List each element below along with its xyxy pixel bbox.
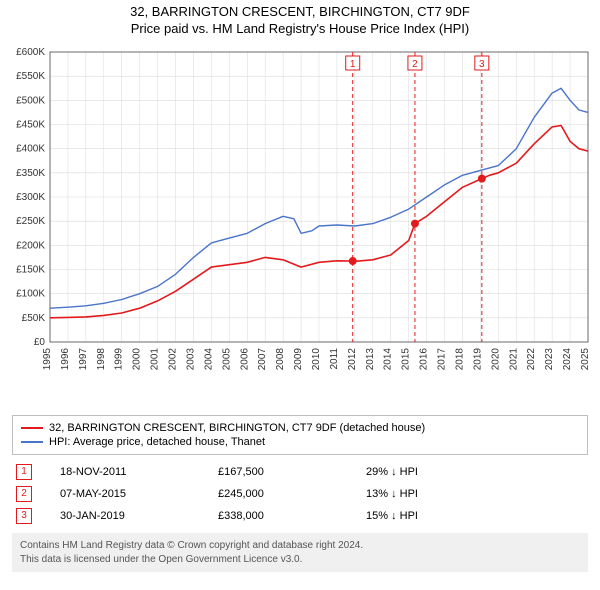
- svg-text:1995: 1995: [42, 348, 53, 371]
- event-price: £167,500: [214, 461, 362, 483]
- svg-text:2011: 2011: [329, 348, 340, 370]
- svg-text:£450K: £450K: [16, 120, 45, 131]
- svg-text:£0: £0: [34, 337, 46, 348]
- legend-swatch: [21, 427, 43, 429]
- svg-text:3: 3: [479, 59, 485, 70]
- svg-text:£150K: £150K: [16, 265, 45, 276]
- svg-text:2023: 2023: [544, 348, 555, 371]
- line-chart-svg: £0 £50K £100K £150K £200K £250K £300K £350K £400…: [0, 42, 600, 402]
- svg-text:2010: 2010: [311, 348, 322, 371]
- chart-area: £0 £50K £100K £150K £200K £250K £300K £350K £400…: [0, 42, 600, 407]
- svg-text:2001: 2001: [150, 348, 161, 371]
- event-delta: 29% ↓ HPI: [362, 461, 588, 483]
- legend-label: HPI: Average price, detached house, Than…: [49, 436, 265, 448]
- svg-text:£600K: £600K: [16, 47, 45, 58]
- svg-text:£200K: £200K: [16, 240, 45, 251]
- event-delta: 13% ↓ HPI: [362, 483, 588, 505]
- svg-text:1997: 1997: [78, 348, 89, 371]
- event-row: 3 30-JAN-2019£338,00015% ↓ HPI: [12, 505, 588, 527]
- svg-text:2025: 2025: [580, 348, 591, 371]
- svg-text:£400K: £400K: [16, 144, 45, 155]
- event-badge: 2: [16, 486, 32, 502]
- event-date: 07-MAY-2015: [56, 483, 214, 505]
- svg-text:1999: 1999: [114, 348, 125, 371]
- attribution-footer: Contains HM Land Registry data © Crown c…: [12, 533, 588, 572]
- svg-text:£100K: £100K: [16, 289, 45, 300]
- svg-text:2009: 2009: [293, 348, 304, 371]
- legend-swatch: [21, 441, 43, 443]
- footer-line-2: This data is licensed under the Open Gov…: [20, 553, 580, 567]
- legend: 32, BARRINGTON CRESCENT, BIRCHINGTON, CT…: [12, 415, 588, 455]
- svg-text:2019: 2019: [472, 348, 483, 371]
- legend-row: HPI: Average price, detached house, Than…: [21, 436, 579, 448]
- svg-text:2022: 2022: [526, 348, 537, 371]
- legend-row: 32, BARRINGTON CRESCENT, BIRCHINGTON, CT…: [21, 422, 579, 434]
- svg-text:1: 1: [350, 59, 356, 70]
- svg-text:2018: 2018: [454, 348, 465, 371]
- chart-titles: 32, BARRINGTON CRESCENT, BIRCHINGTON, CT…: [0, 4, 600, 36]
- events-table: 1 18-NOV-2011£167,50029% ↓ HPI 2 07-MAY-201…: [12, 461, 588, 527]
- svg-text:2004: 2004: [203, 348, 214, 371]
- svg-text:2000: 2000: [132, 348, 143, 371]
- svg-text:2020: 2020: [490, 348, 501, 371]
- event-date: 18-NOV-2011: [56, 461, 214, 483]
- svg-text:2002: 2002: [168, 348, 179, 371]
- svg-text:2008: 2008: [275, 348, 286, 371]
- svg-text:2: 2: [412, 59, 418, 70]
- event-price: £338,000: [214, 505, 362, 527]
- event-price: £245,000: [214, 483, 362, 505]
- event-badge: 1: [16, 464, 32, 480]
- svg-text:2005: 2005: [221, 348, 232, 371]
- svg-text:2012: 2012: [347, 348, 358, 371]
- svg-text:2016: 2016: [419, 348, 430, 371]
- svg-text:2014: 2014: [383, 348, 394, 371]
- footer-line-1: Contains HM Land Registry data © Crown c…: [20, 539, 580, 553]
- svg-text:2013: 2013: [365, 348, 376, 371]
- svg-text:2006: 2006: [239, 348, 250, 371]
- title-line-1: 32, BARRINGTON CRESCENT, BIRCHINGTON, CT…: [0, 4, 600, 19]
- svg-text:2003: 2003: [185, 348, 196, 371]
- svg-text:2007: 2007: [257, 348, 268, 371]
- event-date: 30-JAN-2019: [56, 505, 214, 527]
- svg-text:2021: 2021: [508, 348, 519, 371]
- svg-text:£350K: £350K: [16, 168, 45, 179]
- legend-label: 32, BARRINGTON CRESCENT, BIRCHINGTON, CT…: [49, 422, 425, 434]
- svg-text:2017: 2017: [437, 348, 448, 371]
- svg-text:£300K: £300K: [16, 192, 45, 203]
- event-delta: 15% ↓ HPI: [362, 505, 588, 527]
- svg-text:£500K: £500K: [16, 95, 45, 106]
- event-row: 2 07-MAY-2015£245,00013% ↓ HPI: [12, 483, 588, 505]
- svg-text:2015: 2015: [401, 348, 412, 371]
- title-line-2: Price paid vs. HM Land Registry's House …: [0, 21, 600, 36]
- svg-text:£50K: £50K: [22, 313, 46, 324]
- svg-text:1998: 1998: [96, 348, 107, 371]
- event-row: 1 18-NOV-2011£167,50029% ↓ HPI: [12, 461, 588, 483]
- event-badge: 3: [16, 508, 32, 524]
- svg-text:£250K: £250K: [16, 216, 45, 227]
- svg-text:£550K: £550K: [16, 71, 45, 82]
- svg-text:1996: 1996: [60, 348, 71, 371]
- svg-text:2024: 2024: [562, 348, 573, 371]
